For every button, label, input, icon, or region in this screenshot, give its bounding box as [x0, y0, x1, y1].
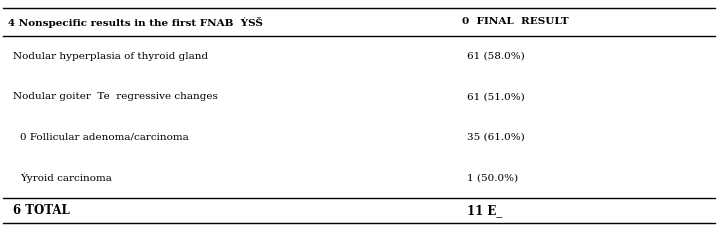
Text: 0 Follicular adenoma/carcinoma: 0 Follicular adenoma/carcinoma — [20, 133, 189, 142]
Text: 4 Nonspecific results in the first FNAB  ÝSŠ: 4 Nonspecific results in the first FNAB … — [8, 17, 263, 27]
Text: Nodular hyperplasia of thyroid gland: Nodular hyperplasia of thyroid gland — [13, 52, 208, 61]
Text: Ýyroid carcinoma: Ýyroid carcinoma — [20, 172, 112, 183]
Text: 1 (50.0%): 1 (50.0%) — [467, 173, 518, 182]
Text: Nodular goiter  Te  regressive changes: Nodular goiter Te regressive changes — [13, 92, 218, 101]
Text: 61 (58.0%): 61 (58.0%) — [467, 52, 525, 61]
Text: 35 (61.0%): 35 (61.0%) — [467, 133, 525, 142]
Text: 11 E_: 11 E_ — [467, 204, 503, 217]
Text: 61 (51.0%): 61 (51.0%) — [467, 92, 525, 101]
Text: 0  FINAL  RESULT: 0 FINAL RESULT — [462, 17, 569, 27]
Text: 6 TOTAL: 6 TOTAL — [13, 204, 70, 217]
